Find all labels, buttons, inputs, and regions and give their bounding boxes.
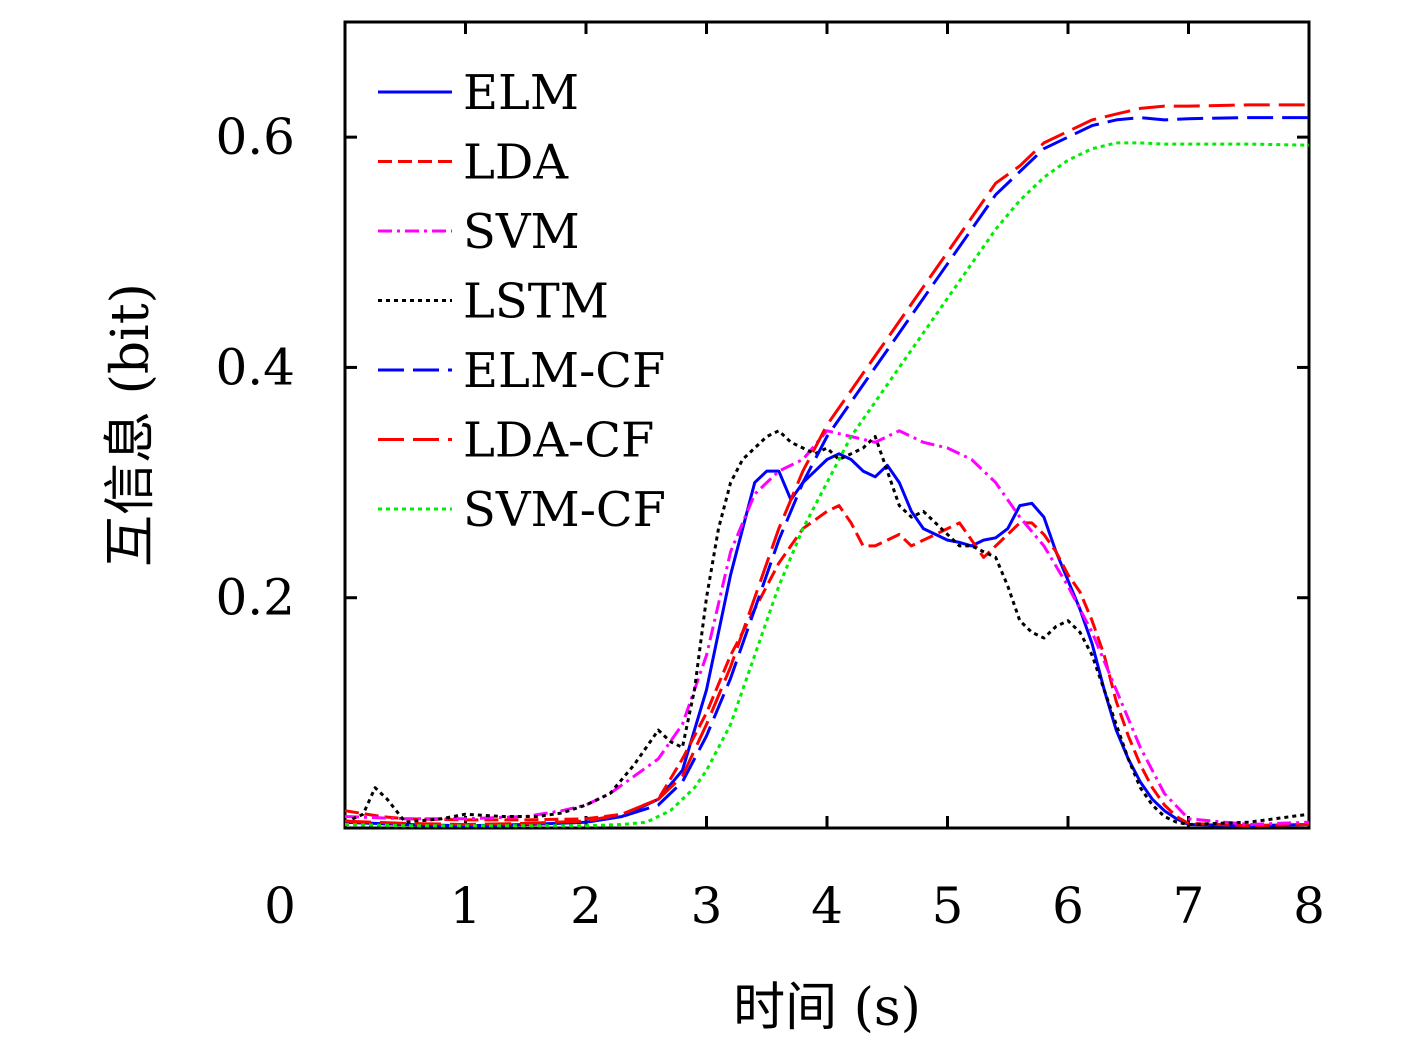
legend-label: LSTM	[463, 274, 609, 330]
x-tick-label: 8	[1293, 877, 1325, 935]
series-line-lda	[344, 504, 1310, 828]
legend-label: SVM-CF	[463, 482, 666, 538]
legend-label: LDA	[463, 135, 569, 191]
legend-label: ELM-CF	[463, 343, 665, 399]
series-line-lda-cf	[344, 103, 1309, 826]
x-tick-label: 6	[1052, 877, 1084, 935]
series-layer	[344, 103, 1310, 828]
series-line-svm-cf	[344, 141, 1310, 828]
axis-ticks: 0 1 2 3 4 5 6 7 8 0.2 0.4 0.6	[215, 22, 1325, 935]
series-line-lstm	[344, 429, 1310, 826]
y-tick-label: 0.6	[215, 108, 295, 166]
x-tick-label: 4	[811, 877, 843, 935]
y-axis-label: 互信息 (bit)	[101, 283, 161, 567]
series-line-elm-cf	[344, 116, 1309, 828]
x-tick-label: 1	[450, 877, 482, 935]
x-tick-label: 0	[264, 877, 296, 935]
x-tick-label: 3	[691, 877, 723, 935]
x-tick-label: 7	[1173, 877, 1205, 935]
x-tick-label: 5	[932, 877, 964, 935]
y-tick-label: 0.2	[215, 569, 295, 627]
legend-label: LDA-CF	[463, 413, 654, 469]
x-tick-label: 2	[570, 877, 602, 935]
legend-label: SVM	[463, 204, 580, 260]
series-line-elm	[344, 452, 1310, 828]
legend: ELM LDA SVM LSTM ELM-CF LDA-CF SVM-CF	[378, 65, 666, 538]
legend-label: ELM	[463, 65, 579, 121]
y-tick-label: 0.4	[215, 338, 295, 396]
x-axis-label: 时间 (s)	[733, 978, 921, 1038]
